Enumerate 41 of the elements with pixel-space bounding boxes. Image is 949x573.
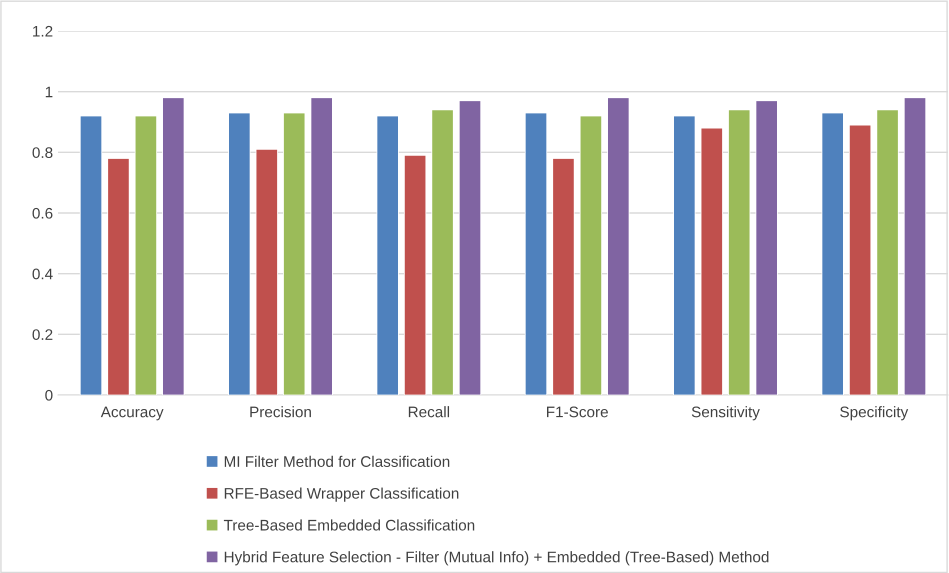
bar	[848, 124, 872, 395]
bar	[821, 112, 844, 395]
bar	[458, 100, 482, 395]
bar	[904, 97, 926, 395]
bar	[700, 128, 723, 395]
bar	[431, 109, 454, 395]
bar	[162, 97, 185, 395]
x-tick-label: Specificity	[840, 406, 908, 420]
y-tick-label: 0.8	[32, 147, 52, 158]
bar	[524, 112, 548, 395]
bar	[876, 109, 899, 395]
bar	[107, 158, 130, 395]
x-tick-label: F1-Score	[547, 406, 608, 418]
y-tick-label: 0.2	[32, 329, 52, 340]
bar	[310, 97, 333, 395]
legend-label: Tree-Based Embedded Classification	[224, 519, 474, 531]
legend-label: Hybrid Feature Selection - Filter (Mutual Info) + Embedded (Tree-Based) Method	[224, 551, 768, 566]
bar	[80, 116, 102, 395]
y-tick-label: 0	[45, 390, 53, 401]
bar	[580, 116, 602, 395]
bar	[376, 116, 399, 395]
bar	[404, 154, 426, 395]
legend-label: MI Filter Method for Classification	[224, 456, 450, 467]
x-tick-label: Recall	[408, 406, 450, 418]
bar	[134, 116, 158, 395]
bar	[256, 148, 278, 395]
bar	[552, 158, 575, 395]
bar	[607, 97, 630, 395]
bar	[283, 112, 306, 395]
bar	[755, 100, 778, 395]
x-tick-label: Sensitivity	[692, 406, 760, 420]
bar	[228, 112, 251, 395]
y-tick-label: 1	[46, 86, 52, 98]
legend-label: RFE-Based Wrapper Classification	[224, 488, 458, 502]
bar	[728, 109, 750, 395]
bar	[673, 116, 696, 395]
y-tick-label: 0.6	[32, 208, 52, 219]
x-tick-label: Precision	[250, 406, 311, 418]
x-tick-label: Accuracy	[100, 406, 164, 420]
y-tick-label: 1.2	[33, 26, 52, 37]
y-tick-label: 0.4	[32, 268, 53, 280]
